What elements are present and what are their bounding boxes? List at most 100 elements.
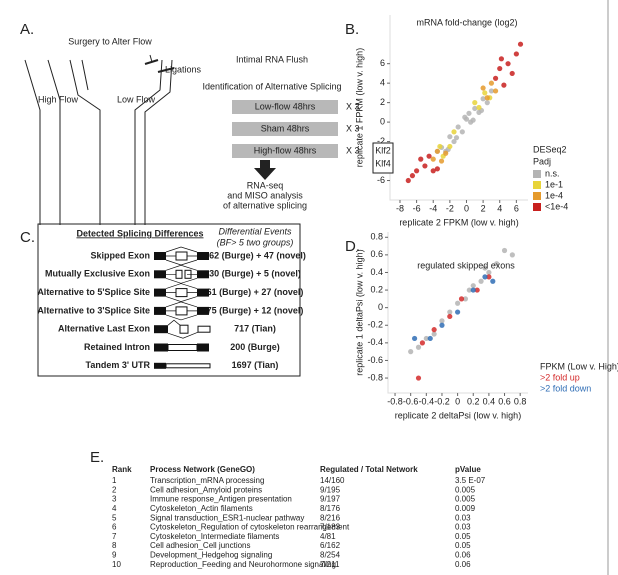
axis	[389, 15, 528, 201]
splicing-type: Alternative Last Exon	[58, 324, 150, 334]
splicing-events: 61 (Burge) + 27 (novel)	[207, 287, 304, 297]
panel-label: B.	[345, 21, 359, 38]
point	[505, 61, 511, 67]
table-cell: 1	[112, 476, 117, 485]
table-cell: 5	[112, 513, 117, 522]
table-cell: 0.06	[455, 551, 471, 560]
x-tick-label: 0.2	[467, 396, 480, 406]
table-cell: Cell adhesion_Cell junctions	[150, 541, 251, 550]
point	[472, 100, 478, 106]
table-cell: 9/197	[320, 495, 341, 504]
table-cell: 0.005	[455, 485, 476, 494]
point	[434, 166, 440, 172]
table-header: Process Network (GeneGO)	[150, 465, 255, 474]
table-cell: 7/183	[320, 523, 341, 532]
point	[437, 143, 443, 150]
table-cell: 0.005	[455, 495, 476, 504]
table-cell: 8/216	[320, 513, 341, 522]
point	[455, 309, 461, 315]
x-tick-label: 4	[497, 203, 502, 213]
point	[447, 143, 453, 150]
point	[455, 300, 461, 306]
alt-exon	[175, 251, 188, 261]
x-tick-label: 0	[464, 203, 469, 213]
splicing-box	[37, 223, 301, 377]
point	[431, 327, 437, 333]
y-tick-label: 6	[380, 58, 385, 68]
table-header: Rank	[112, 465, 132, 474]
table-cell: 0.03	[455, 523, 471, 532]
splicing-events: 75 (Burge) + 12 (novel)	[207, 305, 304, 315]
splicing-events: 262 (Burge) + 47 (novel)	[204, 250, 306, 260]
splicing-events: 30 (Burge) + 5 (novel)	[209, 269, 301, 279]
x-tick-label: 0.6	[498, 396, 511, 406]
point	[447, 313, 453, 320]
legend-label: >2 fold down	[540, 383, 591, 393]
point	[451, 138, 457, 145]
point	[509, 252, 515, 258]
table-cell: 0.06	[455, 560, 471, 569]
splicing-events: 717 (Tian)	[234, 324, 276, 334]
point	[409, 173, 416, 179]
point	[482, 90, 488, 96]
point	[484, 95, 490, 101]
alt-exon	[175, 288, 188, 298]
splicing-events: 1697 (Tian)	[232, 360, 279, 370]
exon	[154, 362, 166, 369]
exon	[154, 270, 166, 279]
point	[478, 278, 484, 284]
exon	[197, 343, 209, 352]
point	[408, 349, 414, 355]
table-cell: Signal transduction_ESR1-nuclear pathway	[150, 513, 304, 522]
point	[411, 335, 418, 342]
legend-label: n.s.	[545, 168, 560, 178]
x-tick-label: -0.4	[419, 396, 435, 406]
alt-exon	[175, 269, 183, 279]
table-cell: 2	[112, 485, 117, 494]
x-tick-label: -6	[413, 203, 421, 213]
point	[422, 163, 428, 169]
point	[509, 70, 515, 77]
exon	[197, 270, 209, 279]
point	[415, 375, 422, 381]
x-axis-label: replicate 2 deltaPsi (low v. high)	[395, 410, 521, 420]
events-header: Differential Events	[218, 226, 292, 236]
y-tick-label: -0.8	[367, 372, 383, 382]
y-tick-label: 0.6	[370, 249, 383, 259]
point	[447, 309, 453, 315]
exon	[154, 252, 166, 260]
panel-label: A.	[20, 21, 34, 38]
legend-swatch	[533, 181, 541, 189]
table-cell: 4/81	[320, 532, 336, 541]
x-tick-label: -0.8	[387, 396, 403, 406]
x-tick-label: 0.8	[514, 396, 527, 406]
point	[430, 168, 436, 174]
legend-label: >2 fold up	[540, 372, 580, 382]
y-tick-label: 2	[380, 97, 385, 107]
splicing-type: Mutually Exclusive Exon	[45, 269, 150, 279]
splice-line	[165, 246, 198, 266]
point	[501, 82, 507, 88]
point	[501, 247, 508, 254]
utr	[165, 363, 211, 369]
point	[472, 105, 478, 112]
replicates: X 3	[346, 101, 360, 111]
table-cell: 8/254	[320, 551, 341, 560]
table-cell: 0.05	[455, 532, 471, 541]
table-cell: 9/195	[320, 485, 341, 494]
point	[484, 100, 490, 106]
exon	[197, 306, 209, 315]
point	[470, 117, 476, 123]
point	[439, 322, 445, 328]
table-cell: 3.5 E-07	[455, 476, 486, 485]
table-cell: 7/211	[320, 560, 340, 569]
point	[470, 287, 476, 293]
point	[458, 296, 465, 302]
point	[492, 88, 499, 94]
point	[480, 85, 486, 91]
legend-title: Padj	[533, 156, 551, 166]
splicing-type: Alternative to 5'Splice Site	[37, 287, 150, 297]
table-cell: 14/160	[320, 476, 345, 485]
table-cell: Cytoskeleton_Actin filaments	[150, 504, 253, 513]
